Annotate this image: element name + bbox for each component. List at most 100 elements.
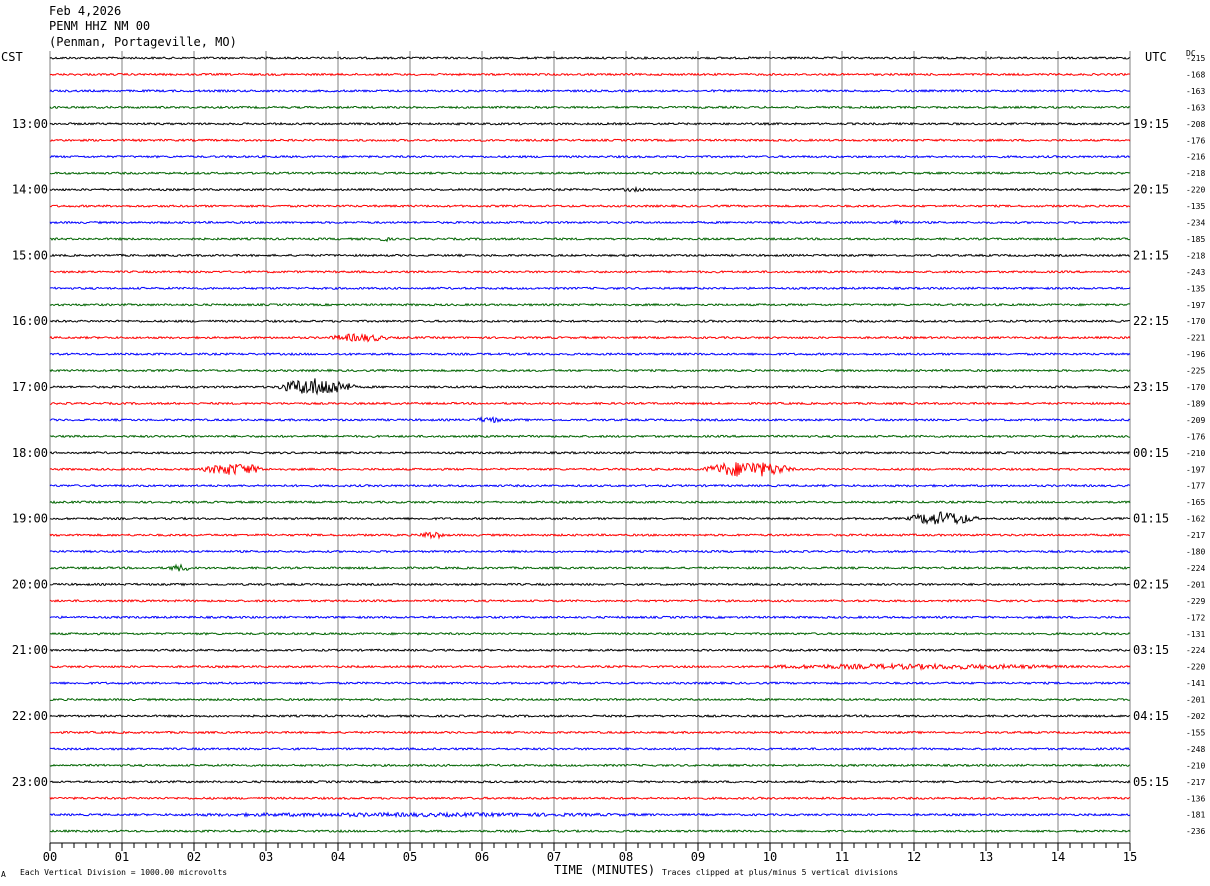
right-hour-label: 21:15 — [1133, 248, 1169, 262]
dc-offset-label: -172 — [1186, 613, 1205, 622]
dc-offset-label: -196 — [1186, 350, 1205, 359]
dc-offset-label: -176 — [1186, 432, 1205, 441]
dc-offset-label: -216 — [1186, 153, 1205, 162]
trace-line — [49, 333, 1131, 343]
trace-line — [49, 72, 1131, 77]
dc-offset-label: -225 — [1186, 367, 1205, 376]
dc-offset-label: -135 — [1186, 202, 1205, 211]
left-timezone-label: CST — [1, 50, 23, 64]
dc-offset-label: -177 — [1186, 482, 1205, 491]
right-hour-label: 00:15 — [1133, 446, 1169, 460]
trace-line — [49, 746, 1131, 751]
dc-offset-label: -218 — [1186, 251, 1205, 260]
right-hour-label: 22:15 — [1133, 314, 1169, 328]
left-hour-label: 14:00 — [12, 183, 48, 197]
trace-line — [49, 500, 1131, 505]
trace-line — [49, 779, 1131, 784]
x-tick-label: 08 — [619, 850, 633, 864]
trace-line — [49, 204, 1131, 209]
trace-line — [49, 763, 1131, 768]
trace-line — [49, 88, 1131, 93]
x-tick-label: 05 — [403, 850, 417, 864]
trace-line — [49, 796, 1131, 801]
dc-offset-label: -234 — [1186, 219, 1205, 228]
dc-offset-label: -210 — [1186, 449, 1205, 458]
trace-line — [49, 811, 1131, 819]
left-hour-label: 22:00 — [12, 709, 48, 723]
plot-date: Feb 4,2026 — [49, 4, 122, 18]
x-tick-label: 06 — [475, 850, 489, 864]
dc-column-label: DC — [1186, 49, 1196, 58]
trace-line — [49, 598, 1131, 603]
right-hour-label: 05:15 — [1133, 775, 1169, 789]
trace-line — [49, 531, 1131, 540]
x-tick-label: 04 — [331, 850, 345, 864]
trace-line — [49, 697, 1131, 702]
x-tick-label: 12 — [907, 850, 921, 864]
dc-offset-label: -163 — [1186, 87, 1205, 96]
x-tick-label: 02 — [187, 850, 201, 864]
dc-offset-label: -165 — [1186, 498, 1205, 507]
left-hour-label: 15:00 — [12, 248, 48, 262]
dc-offset-label: -197 — [1186, 301, 1205, 310]
left-hour-label: 17:00 — [12, 380, 48, 394]
x-tick-label: 13 — [979, 850, 993, 864]
dc-offset-label: -236 — [1186, 827, 1205, 836]
trace-line — [49, 171, 1131, 176]
trace-line — [49, 563, 1131, 572]
dc-offset-label: -210 — [1186, 761, 1205, 770]
trace-line — [49, 461, 1131, 477]
right-hour-label: 02:15 — [1133, 577, 1169, 591]
dc-offset-label: -224 — [1186, 564, 1205, 573]
dc-offset-label: -218 — [1186, 169, 1205, 178]
right-hour-label: 01:15 — [1133, 512, 1169, 526]
right-hour-label: 20:15 — [1133, 183, 1169, 197]
left-hour-label: 13:00 — [12, 117, 48, 131]
corner-mark: A — [1, 870, 6, 879]
trace-line — [49, 378, 1131, 396]
dc-offset-label: -176 — [1186, 136, 1205, 145]
dc-offset-labels: -215 -168 -163 -163 -208 -176 -216 -218 -220 -135… — [1186, 54, 1205, 836]
x-axis-title: TIME (MINUTES) — [554, 863, 656, 877]
right-timezone-label: UTC — [1145, 50, 1167, 64]
dc-offset-label: -163 — [1186, 103, 1205, 112]
trace-line — [49, 829, 1131, 834]
trace-line — [49, 450, 1131, 455]
right-hour-label: 03:15 — [1133, 643, 1169, 657]
trace-line — [49, 483, 1131, 488]
trace-line — [49, 269, 1131, 274]
x-tick-label: 15 — [1123, 850, 1137, 864]
trace-line — [49, 319, 1131, 324]
trace-line — [49, 549, 1131, 554]
trace-line — [49, 662, 1131, 672]
dc-offset-label: -162 — [1186, 515, 1205, 524]
dc-offset-label: -202 — [1186, 712, 1205, 721]
right-hour-label: 04:15 — [1133, 709, 1169, 723]
trace-line — [49, 121, 1131, 126]
dc-offset-label: -208 — [1186, 120, 1205, 129]
dc-offset-label: -215 — [1186, 54, 1205, 63]
trace-line — [49, 713, 1131, 719]
left-hour-label: 18:00 — [12, 446, 48, 460]
dc-offset-label: -209 — [1186, 416, 1205, 425]
trace-line — [49, 648, 1131, 653]
x-axis-tick-labels: 00 01 02 03 04 05 06 07 08 09 10 11 12 13 14 15 — [43, 850, 1137, 864]
right-hour-labels: 19:15 20:15 21:15 22:15 23:15 00:15 01:15 02:15… — [1133, 117, 1169, 789]
trace-line — [49, 286, 1131, 291]
trace-line — [49, 401, 1131, 406]
trace-line — [49, 615, 1131, 620]
left-hour-label: 21:00 — [12, 643, 48, 657]
left-hour-label: 23:00 — [12, 775, 48, 789]
trace-line — [49, 253, 1131, 258]
station-location: (Penman, Portageville, MO) — [49, 35, 237, 49]
trace-line — [49, 352, 1131, 357]
dc-offset-label: -185 — [1186, 235, 1205, 244]
trace-line — [49, 631, 1131, 636]
dc-offset-label: -201 — [1186, 580, 1205, 589]
left-hour-label: 16:00 — [12, 314, 48, 328]
dc-offset-label: -135 — [1186, 284, 1205, 293]
x-tick-label: 07 — [547, 850, 561, 864]
x-tick-label: 01 — [115, 850, 129, 864]
trace-line — [49, 55, 1131, 60]
